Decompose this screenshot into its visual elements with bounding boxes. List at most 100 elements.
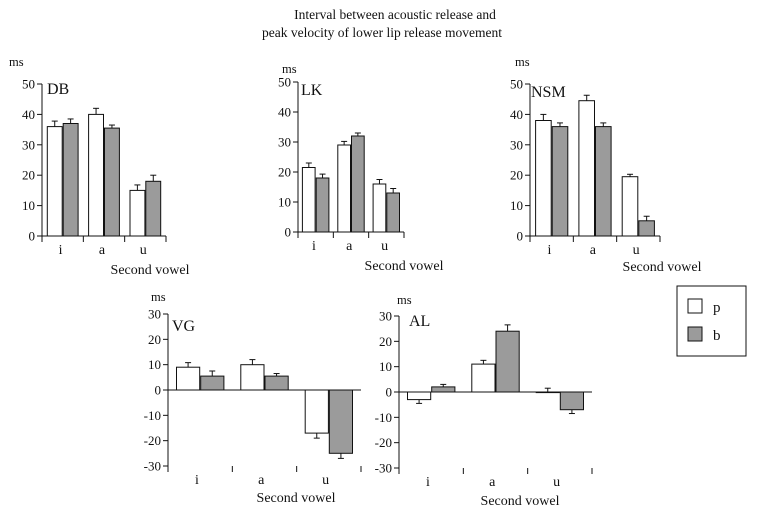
nsm-y-tick-label: 50 (510, 77, 523, 92)
vg-y-tick-label: -10 (144, 408, 161, 423)
db-bar-b-a (104, 127, 120, 237)
db-bar-p-i (46, 126, 63, 237)
nsm-y-tick-label: 10 (510, 198, 523, 213)
db-y-tick-label: 0 (29, 229, 36, 244)
vg-y-tick-label: 10 (148, 357, 161, 372)
lk-y-tick-label: 20 (278, 165, 291, 180)
al-category-label-i: i (426, 475, 430, 490)
db-y-tick-label: 50 (22, 77, 35, 92)
al-category-label-a: a (489, 475, 496, 490)
nsm-bar-p-u (621, 176, 639, 237)
vg-bar-b-i (200, 375, 225, 391)
lk-y-tick-label: 50 (278, 75, 291, 90)
al-y-tick-label: -30 (375, 461, 392, 476)
panel-db: 0 10 20 30 40 50 i a u ms DB Second vowel (9, 55, 190, 278)
db-y-tick-label: 40 (22, 107, 35, 122)
lk-y-tick-label: 30 (278, 135, 291, 150)
vg-y-tick-label: -30 (144, 459, 161, 474)
nsm-bar-b-a (595, 126, 612, 237)
lk-y-tick-label: 40 (278, 105, 291, 120)
al-y-tick-label: 30 (379, 309, 392, 324)
lk-y-unit-label: ms (282, 62, 297, 76)
vg-y-unit-label: ms (151, 290, 166, 304)
lk-panel-label: LK (301, 82, 323, 99)
lk-y-tick-label: 0 (285, 225, 292, 240)
lk-category-label-u: u (381, 239, 388, 254)
legend-swatch-p (687, 298, 703, 314)
al-y-tick-label: 0 (386, 385, 393, 400)
al-bar-p-a (471, 363, 496, 393)
figure-title-line-2: peak velocity of lower lip release movem… (262, 25, 502, 40)
lk-bar-b-u (386, 192, 400, 233)
db-y-unit-label: ms (9, 55, 24, 69)
nsm-bar-b-u (638, 220, 655, 237)
lk-bar-p-u (372, 183, 387, 233)
panel-nsm: 0 10 20 30 40 50 i a u ms NSM Second vowel (510, 55, 702, 275)
al-y-tick-label: 10 (379, 359, 392, 374)
nsm-bar-b-i (551, 126, 569, 237)
db-y-tick-label: 20 (22, 168, 35, 183)
db-bar-b-i (62, 123, 79, 237)
legend-swatch-b (687, 326, 703, 342)
al-bar-p-u (535, 391, 560, 394)
vg-bar-p-a (240, 364, 265, 391)
vg-bar-b-u (328, 389, 353, 454)
lk-bar-b-a (351, 135, 365, 233)
vg-category-label-a: a (258, 473, 265, 488)
vg-bar-b-a (264, 375, 289, 391)
panel-lk: 0 10 20 30 40 50 i a u ms LK Second vowel (278, 62, 444, 274)
vg-bar-p-u (304, 389, 329, 434)
panel-vg: -30 -20 -10 0 10 20 30 i a u ms VG Second vowel (144, 290, 362, 506)
vg-y-tick-label: -20 (144, 433, 161, 448)
nsm-y-tick-label: 0 (517, 229, 524, 244)
al-y-tick-label: 20 (379, 334, 392, 349)
nsm-bar-p-i (535, 120, 552, 237)
vg-y-tick-label: 30 (148, 307, 161, 322)
legend-label-p: p (713, 300, 721, 316)
panel-al: -30 -20 -10 0 10 20 30 i a u ms AL Second vowel (375, 293, 593, 507)
lk-y-tick-label: 10 (278, 195, 291, 210)
vg-category-label-u: u (322, 473, 329, 488)
al-panel-label: AL (409, 313, 430, 330)
al-bar-b-i (431, 386, 456, 393)
al-bar-b-u (559, 391, 584, 411)
nsm-y-tick-label: 30 (510, 137, 523, 152)
nsm-bar-p-a (578, 100, 596, 237)
db-category-label-u: u (140, 243, 147, 258)
lk-category-label-a: a (346, 239, 353, 254)
al-y-unit-label: ms (397, 293, 412, 307)
nsm-y-tick-label: 20 (510, 168, 523, 183)
legend-box (676, 285, 747, 357)
al-category-label-u: u (553, 475, 560, 490)
al-bar-b-a (495, 330, 520, 393)
al-x-axis-label: Second vowel (481, 494, 560, 507)
vg-y-tick-label: 20 (148, 332, 161, 347)
nsm-y-unit-label: ms (515, 55, 530, 69)
db-bar-p-a (88, 113, 104, 237)
legend: p b (676, 285, 747, 357)
vg-panel-label: VG (172, 318, 196, 335)
nsm-x-axis-label: Second vowel (623, 260, 702, 275)
vg-category-label-i: i (195, 473, 199, 488)
figure-title-line-1: Interval between acoustic release and (294, 7, 496, 22)
al-bar-p-i (407, 391, 432, 401)
nsm-category-label-i: i (548, 243, 552, 258)
db-panel-label: DB (47, 81, 69, 98)
al-y-tick-label: -20 (375, 435, 392, 450)
db-bar-p-u (129, 189, 146, 237)
vg-bar-p-i (176, 366, 201, 391)
nsm-category-label-a: a (590, 243, 597, 258)
lk-category-label-i: i (312, 239, 316, 254)
nsm-y-tick-label: 40 (510, 107, 523, 122)
nsm-category-label-u: u (633, 243, 640, 258)
lk-bar-p-a (337, 144, 351, 233)
nsm-panel-label: NSM (531, 84, 566, 101)
lk-bar-b-i (315, 177, 330, 233)
lk-bar-p-i (301, 167, 316, 233)
vg-y-tick-label: 0 (155, 383, 162, 398)
lk-x-axis-label: Second vowel (365, 259, 444, 274)
db-x-axis-label: Second vowel (111, 263, 190, 278)
al-y-tick-label: -10 (375, 410, 392, 425)
db-category-label-a: a (99, 243, 106, 258)
